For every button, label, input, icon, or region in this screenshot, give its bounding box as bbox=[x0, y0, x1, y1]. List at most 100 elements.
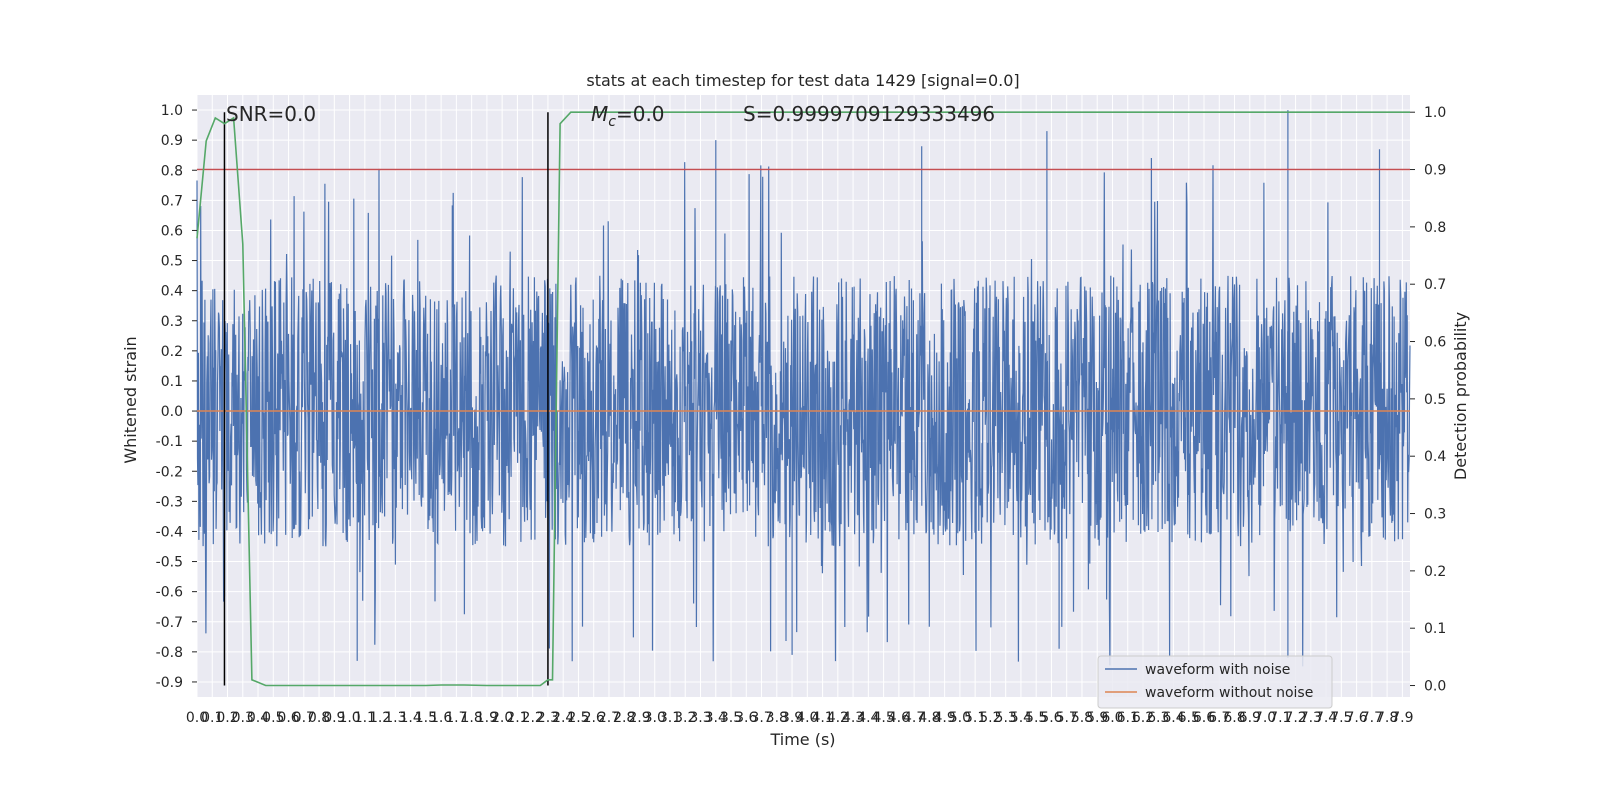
y2-tick-label: 0.7 bbox=[1424, 277, 1446, 293]
x-tick-label: 1.6 bbox=[430, 710, 452, 726]
y2-tick-label: 0.3 bbox=[1424, 507, 1446, 523]
x-tick-label: 4.6 bbox=[888, 710, 910, 726]
y-tick-label: 0.2 bbox=[161, 344, 183, 360]
y-tick-label: 0.8 bbox=[161, 163, 183, 179]
y-tick-label: -0.5 bbox=[156, 555, 183, 571]
mc-symbol: M bbox=[591, 102, 608, 126]
x-tick-label: 0.0 bbox=[186, 710, 208, 726]
x-tick-label: 4.7 bbox=[903, 710, 925, 726]
y-tick-label: -0.2 bbox=[156, 464, 183, 480]
y-tick-label: -0.1 bbox=[156, 434, 183, 450]
x-tick-label: 2.3 bbox=[537, 710, 559, 726]
x-tick-label: 5.4 bbox=[1010, 710, 1032, 726]
x-tick-label: 3.2 bbox=[674, 710, 696, 726]
y2-tick-label: 0.5 bbox=[1424, 392, 1446, 408]
y-tick-label: -0.4 bbox=[156, 524, 183, 540]
s-annotation: S=0.9999709129333496 bbox=[743, 102, 995, 126]
x-tick-label: 5.0 bbox=[949, 710, 971, 726]
y-tick-label: -0.6 bbox=[156, 585, 183, 601]
y2-axis-label: Detection probability bbox=[1451, 312, 1470, 480]
y-axis-label: Whitened strain bbox=[121, 336, 140, 463]
x-tick-label: 6.3 bbox=[1147, 710, 1169, 726]
legend-label-clean: waveform without noise bbox=[1145, 685, 1313, 701]
x-tick-label: 1.4 bbox=[399, 710, 421, 726]
noise-trace bbox=[196, 110, 1411, 667]
x-tick-label: 1.5 bbox=[415, 710, 437, 726]
x-tick-label: 0.3 bbox=[232, 710, 254, 726]
x-tick-label: 3.6 bbox=[735, 710, 757, 726]
y2-tick-label: 0.0 bbox=[1424, 679, 1446, 695]
y-tick-label: -0.3 bbox=[156, 494, 183, 510]
x-tick-label: 4.0 bbox=[796, 710, 818, 726]
x-tick-label: 4.5 bbox=[872, 710, 894, 726]
mc-value: =0.0 bbox=[616, 102, 665, 126]
x-tick-label: 3.1 bbox=[659, 710, 681, 726]
x-tick-label: 5.5 bbox=[1025, 710, 1047, 726]
x-tick-label: 6.7 bbox=[1208, 710, 1230, 726]
x-tick-label: 2.7 bbox=[598, 710, 620, 726]
x-tick-label: 0.4 bbox=[247, 710, 269, 726]
x-tick-label: 2.5 bbox=[567, 710, 589, 726]
x-tick-label: 0.2 bbox=[216, 710, 238, 726]
x-tick-label: 0.6 bbox=[277, 710, 299, 726]
x-tick-label: 2.8 bbox=[613, 710, 635, 726]
x-tick-label: 5.7 bbox=[1056, 710, 1078, 726]
x-tick-label: 6.0 bbox=[1101, 710, 1123, 726]
x-tick-label: 5.8 bbox=[1071, 710, 1093, 726]
x-axis-label: Time (s) bbox=[769, 730, 835, 749]
y2-tick-label: 0.6 bbox=[1424, 335, 1446, 351]
x-tick-label: 5.3 bbox=[995, 710, 1017, 726]
x-tick-label: 3.0 bbox=[644, 710, 666, 726]
x-tick-label: 4.8 bbox=[918, 710, 940, 726]
x-tick-label: 1.0 bbox=[338, 710, 360, 726]
legend-label-noise: waveform with noise bbox=[1145, 662, 1290, 678]
y2-tick-label: 0.1 bbox=[1424, 621, 1446, 637]
y-tick-label: 0.5 bbox=[161, 254, 183, 270]
x-tick-label: 2.6 bbox=[583, 710, 605, 726]
detection-probability-line bbox=[196, 111, 1410, 687]
x-tick-label: 7.4 bbox=[1315, 710, 1337, 726]
x-tick-label: 2.9 bbox=[628, 710, 650, 726]
noise-waveform bbox=[196, 110, 1411, 667]
x-tick-label: 7.0 bbox=[1254, 710, 1276, 726]
y-tick-label: 0.9 bbox=[161, 133, 183, 149]
x-tick-label: 2.0 bbox=[491, 710, 513, 726]
y2-tick-label: 0.8 bbox=[1424, 220, 1446, 236]
x-tick-label: 1.9 bbox=[476, 710, 498, 726]
y-tick-label: 0.0 bbox=[161, 404, 183, 420]
x-tick-label: 1.2 bbox=[369, 710, 391, 726]
x-tick-label: 1.1 bbox=[354, 710, 376, 726]
x-tick-label: 2.4 bbox=[552, 710, 574, 726]
x-axis-ticks: 0.00.10.20.30.40.50.60.70.80.91.01.11.21… bbox=[186, 710, 1414, 726]
x-tick-label: 4.1 bbox=[811, 710, 833, 726]
x-tick-label: 4.3 bbox=[842, 710, 864, 726]
x-tick-label: 6.2 bbox=[1132, 710, 1154, 726]
snr-annotation: SNR=0.0 bbox=[226, 102, 316, 126]
x-tick-label: 3.3 bbox=[689, 710, 711, 726]
right-axis-ticks: 0.0 0.1 0.2 0.3 0.4 0.5 0.6 0.7 0.8 0.9 1.0 bbox=[1410, 105, 1446, 695]
legend: waveform with noise waveform without noi… bbox=[1097, 655, 1333, 709]
x-tick-label: 4.4 bbox=[857, 710, 879, 726]
x-tick-label: 7.1 bbox=[1269, 710, 1291, 726]
y2-tick-label: 0.2 bbox=[1424, 564, 1446, 580]
legend-box bbox=[1097, 655, 1333, 709]
x-tick-label: 0.7 bbox=[293, 710, 315, 726]
x-tick-label: 0.1 bbox=[201, 710, 223, 726]
x-tick-label: 2.2 bbox=[522, 710, 544, 726]
x-tick-label: 0.5 bbox=[262, 710, 284, 726]
x-tick-label: 5.1 bbox=[964, 710, 986, 726]
x-tick-label: 5.6 bbox=[1040, 710, 1062, 726]
x-tick-label: 7.8 bbox=[1376, 710, 1398, 726]
x-tick-label: 3.9 bbox=[781, 710, 803, 726]
y2-tick-label: 0.9 bbox=[1424, 163, 1446, 179]
x-tick-label: 5.9 bbox=[1086, 710, 1108, 726]
x-tick-label: 3.4 bbox=[705, 710, 727, 726]
y-tick-label: 0.6 bbox=[161, 223, 183, 239]
x-tick-label: 2.1 bbox=[506, 710, 528, 726]
x-tick-label: 4.9 bbox=[934, 710, 956, 726]
x-tick-label: 1.7 bbox=[445, 710, 467, 726]
x-tick-label: 0.8 bbox=[308, 710, 330, 726]
x-tick-label: 6.8 bbox=[1223, 710, 1245, 726]
y-tick-label: 1.0 bbox=[161, 103, 183, 119]
